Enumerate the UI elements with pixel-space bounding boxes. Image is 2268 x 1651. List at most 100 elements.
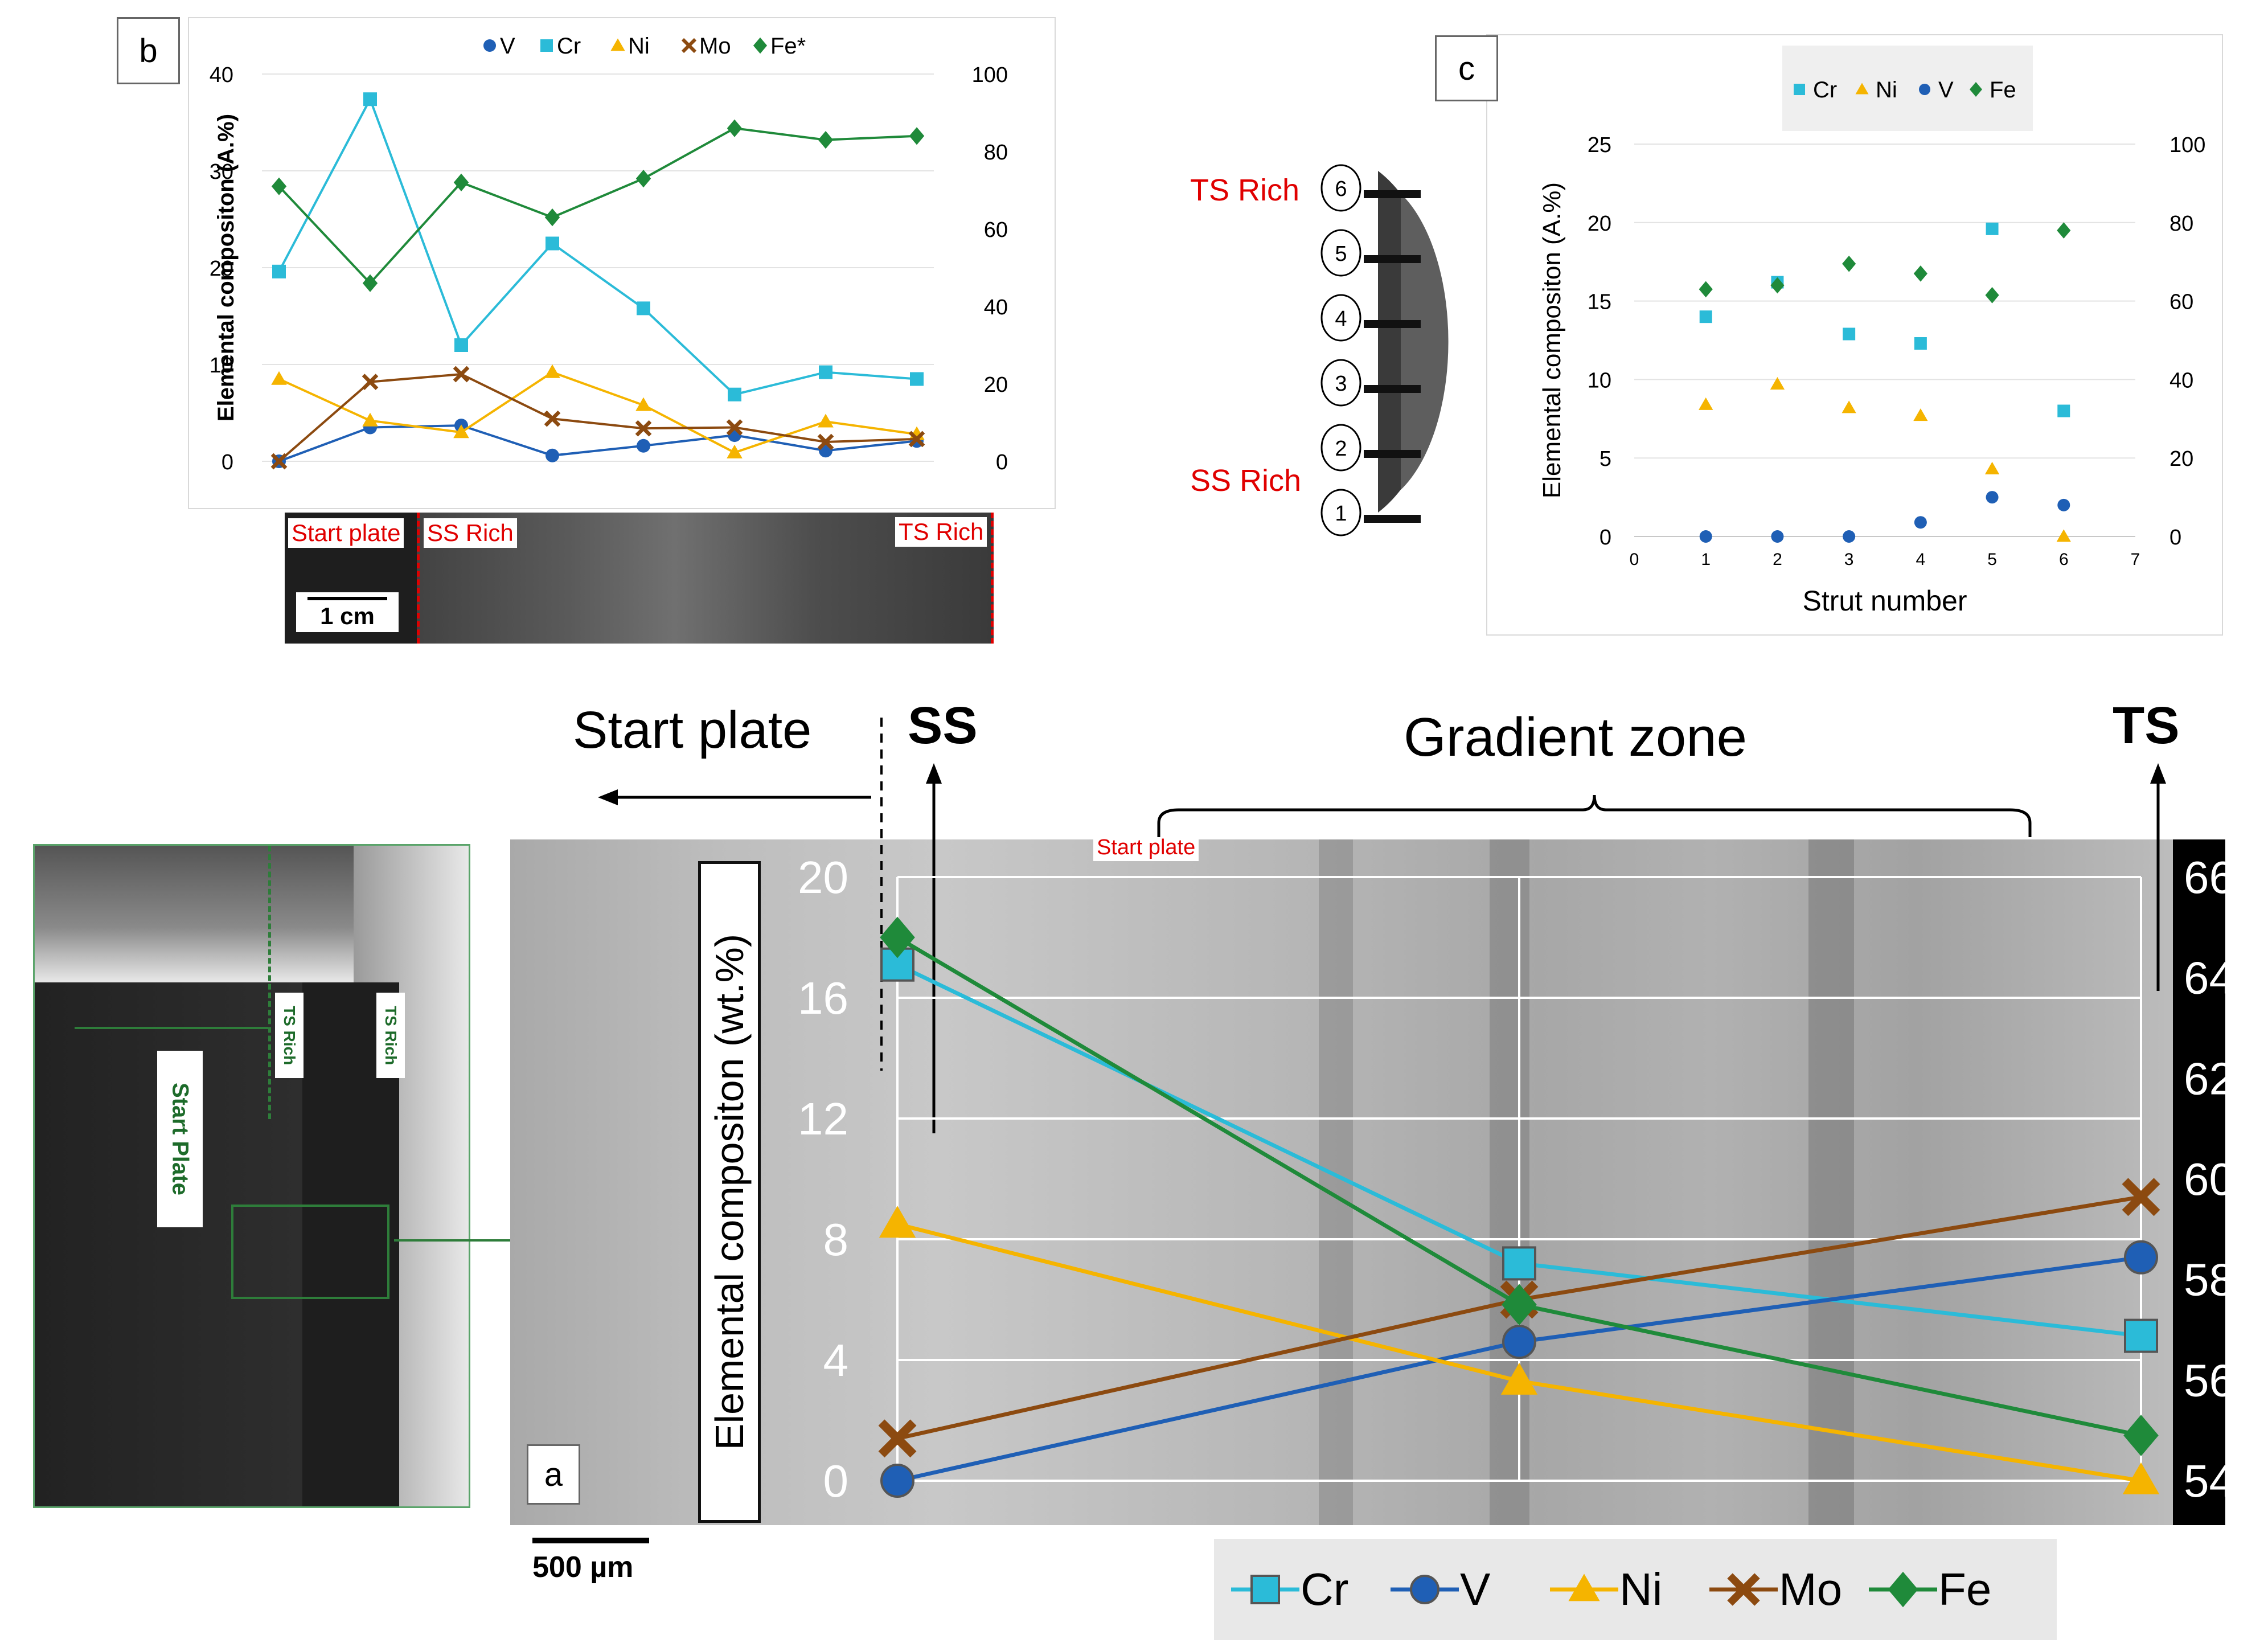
micrograph-band-2 xyxy=(1490,839,1529,1525)
panel-b-point-Mo xyxy=(726,419,743,436)
panel-c-tag: c xyxy=(1435,35,1498,101)
micrograph-band-3 xyxy=(1808,839,1854,1525)
panel-c-point-Cr xyxy=(2057,404,2070,417)
panel-b-point-Mo xyxy=(817,433,834,450)
panel-c-legend-marker-Ni xyxy=(1855,83,1869,95)
panel-c-point-V xyxy=(1914,516,1927,529)
panel-c-left-tick: 25 xyxy=(1588,133,1611,157)
panel-c-left-tick: 15 xyxy=(1588,290,1611,314)
panel-a-point-Fe xyxy=(880,916,915,958)
panel-c-x-tick: 3 xyxy=(1844,550,1854,569)
panel-b-point-Fe xyxy=(453,173,469,191)
panel-c-right-tick: 80 xyxy=(2169,212,2193,236)
panel-b-point-Cr xyxy=(910,372,924,386)
panel-a-legend-label-V: V xyxy=(1460,1564,1491,1615)
panel-b-point-V xyxy=(546,448,559,462)
panel-c-right-tick: 40 xyxy=(2169,368,2193,392)
panel-b-point-Ni xyxy=(635,397,651,411)
panel-b-point-Fe xyxy=(635,170,651,188)
panel-c-point-Ni xyxy=(1699,397,1713,410)
panel-c-point-Ni xyxy=(1984,461,2000,474)
panel-a-legend-items: Cr V Ni Mo Fe xyxy=(1231,1564,1991,1615)
panel-b-right-tick: 60 xyxy=(984,218,1008,242)
panel-a-legend-label-Fe: Fe xyxy=(1938,1564,1991,1615)
panel-b-point-Fe xyxy=(544,208,560,227)
panel-a-left-tick: 12 xyxy=(798,1093,848,1144)
panel-b-point-Cr xyxy=(728,387,741,402)
panel-a-point-Cr xyxy=(2124,1318,2158,1353)
panel-a-tag: a xyxy=(527,1444,580,1505)
panel-b-tag: b xyxy=(117,17,180,84)
panel-c-point-V xyxy=(1771,530,1784,543)
panel-a-left-tick: 8 xyxy=(823,1214,849,1265)
panel-c-point-Cr xyxy=(1699,310,1712,323)
panel-b-point-Fe xyxy=(271,177,287,195)
strip-scale-label: 1 cm xyxy=(320,603,375,629)
panel-b-point-Mo xyxy=(362,374,379,390)
panel-b-point-Mo xyxy=(270,453,288,470)
panel-c-left-tick: 5 xyxy=(1600,447,1611,471)
strip-scale-box: 1 cm xyxy=(296,592,399,632)
panel-b-point-Cr xyxy=(637,301,650,316)
panel-b-point-Mo xyxy=(635,420,652,437)
panel-c-strut-slot xyxy=(1364,320,1421,328)
panel-a-legend-marker-Mo xyxy=(1727,1573,1760,1606)
panel-c-point-Ni xyxy=(1842,400,1856,413)
panel-a-right-tick: 64 xyxy=(2184,953,2234,1003)
panel-b-left-tick: 30 xyxy=(210,160,233,184)
panel-a-right-tick: 58 xyxy=(2184,1255,2234,1305)
panel-c-point-Cr xyxy=(1914,337,1927,350)
panel-b-legend-label-Fe: Fe* xyxy=(770,34,806,59)
inset-ts-rich-label-1: TS Rich xyxy=(275,993,304,1078)
micrograph-black-edge xyxy=(2173,839,2225,1525)
panel-b-legend-marker-Mo xyxy=(681,38,697,54)
panel-a-legend: Cr V Ni Mo Fe xyxy=(1214,1539,2057,1640)
panel-b-point-Fe xyxy=(727,119,743,137)
panel-c-point-Fe xyxy=(2057,222,2071,239)
panel-c-point-V xyxy=(2057,498,2070,511)
panel-b-right-tick: 100 xyxy=(972,63,1008,87)
panel-c-left-tick: 10 xyxy=(1588,368,1611,392)
panel-b-legend-label-Ni: Ni xyxy=(628,34,650,59)
inset-ts-rich-label-2: TS Rich xyxy=(376,993,405,1078)
panel-b-point-Cr xyxy=(363,92,377,106)
panel-c-point-Cr xyxy=(1843,327,1856,341)
panel-a-legend-label-Cr: Cr xyxy=(1301,1564,1348,1615)
panel-b-ylabel: Elemental compositon (A.%) xyxy=(214,114,239,421)
panel-a-left-tick: 0 xyxy=(823,1456,849,1506)
panel-a-point-V xyxy=(880,1464,914,1498)
panel-b-point-Cr xyxy=(546,236,559,251)
panel-b-series-line-Ni xyxy=(278,371,917,454)
panel-b-point-Fe xyxy=(818,131,834,149)
panel-c-strut-slot xyxy=(1364,515,1421,523)
panel-c-strut-number: 1 xyxy=(1335,502,1347,526)
panel-b-point-Mo xyxy=(908,431,925,448)
ss-boundary-line xyxy=(417,513,420,644)
panel-b-legend-label-V: V xyxy=(500,34,515,59)
panel-c-point-V xyxy=(1986,491,1999,504)
panel-c-strut-circle xyxy=(1320,359,1361,407)
micrograph-scale-bar xyxy=(532,1538,649,1543)
panel-a-legend-label-Mo: Mo xyxy=(1779,1564,1842,1615)
panel-c-point-Ni xyxy=(1770,377,1785,390)
panel-b-point-Ni xyxy=(544,364,560,378)
panel-a-right-tick: 60 xyxy=(2184,1154,2234,1205)
panel-b-point-Fe xyxy=(909,127,925,145)
panel-c-point-Fe xyxy=(1985,286,1999,304)
ts-heading: TS xyxy=(2113,697,2180,755)
panel-c-x-tick: 1 xyxy=(1701,550,1711,569)
gradient-zone-heading: Gradient zone xyxy=(1404,707,1748,768)
panel-a-point-V xyxy=(1502,1325,1536,1359)
strip-scale-bar xyxy=(307,597,387,600)
panel-b-legend-marker-V xyxy=(483,39,496,52)
panel-c-strut-circle xyxy=(1320,229,1361,277)
panel-c-strut-circle xyxy=(1320,489,1361,536)
panel-a-point-Mo xyxy=(878,1419,917,1458)
panel-c-legend-label-Ni: Ni xyxy=(1876,77,1897,103)
panel-c-right-tick: 100 xyxy=(2169,133,2205,157)
panel-c-strut-number: 5 xyxy=(1335,242,1347,266)
panel-c-strut-circle xyxy=(1320,294,1361,342)
panel-c-point-V xyxy=(1843,530,1856,543)
panel-b-point-Ni xyxy=(362,412,378,427)
panel-b-series-line-Mo xyxy=(278,372,917,462)
